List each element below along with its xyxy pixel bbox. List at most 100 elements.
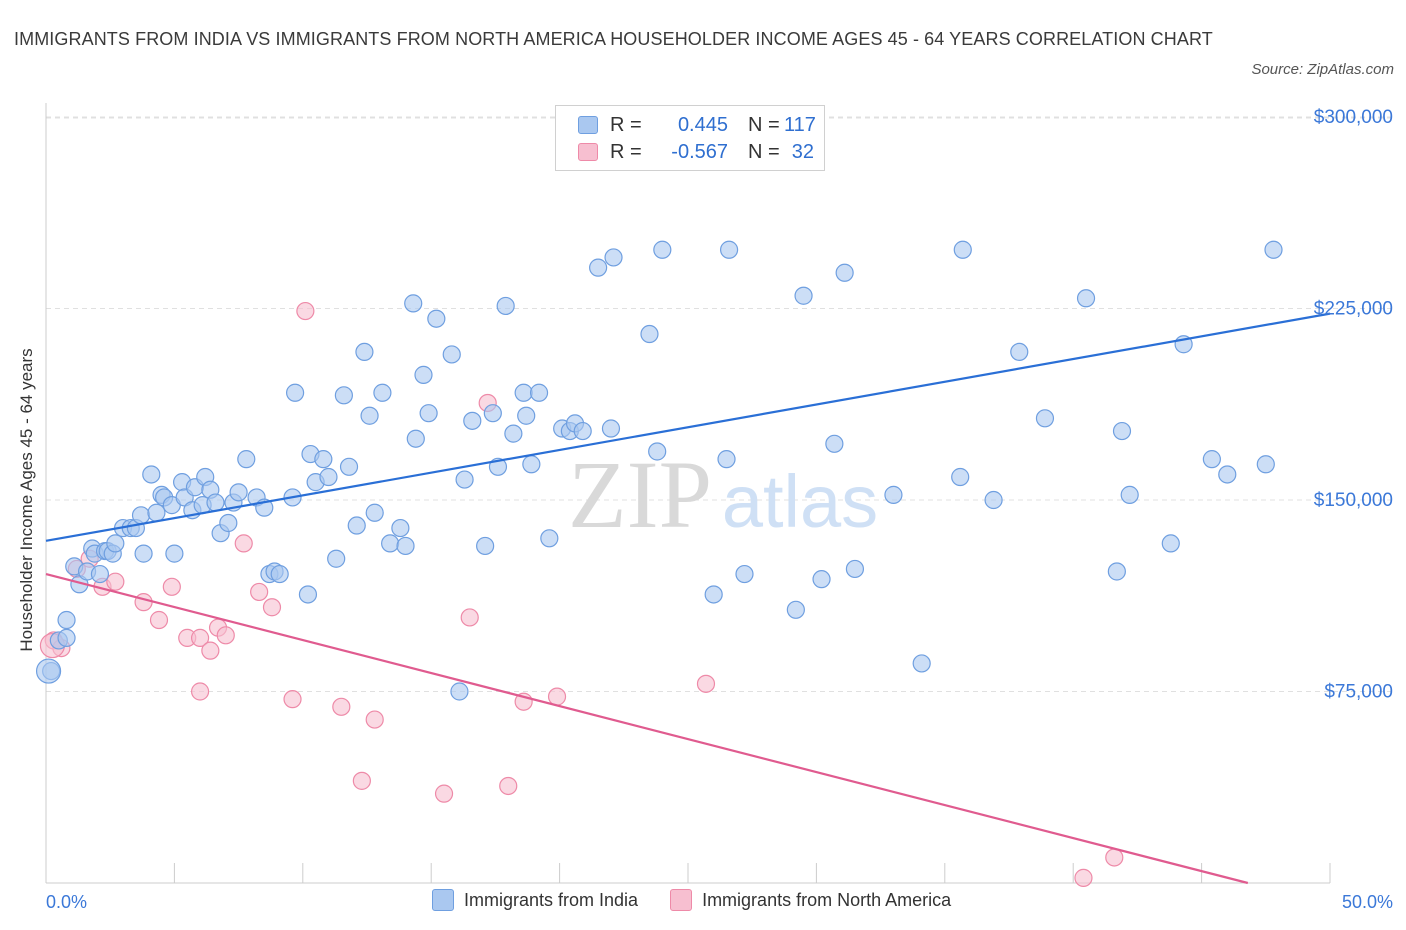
point-india (319, 467, 338, 487)
legend-r-label: R = (610, 113, 642, 136)
point-india (427, 309, 446, 328)
point-india (589, 258, 608, 277)
point-india (229, 483, 248, 502)
point-india (953, 240, 972, 259)
point-north-america (190, 628, 210, 647)
x-tick-label-max: 50.0% (1342, 892, 1393, 912)
legend-swatch-india (432, 889, 454, 911)
point-north-america (547, 687, 567, 706)
point-north-america (162, 577, 181, 596)
point-india (206, 493, 225, 512)
point-north-america (1074, 868, 1093, 887)
point-india (1120, 485, 1139, 504)
point-india (884, 485, 903, 504)
trend-line-north-america (45, 572, 1249, 885)
point-india (517, 406, 536, 425)
point-india (794, 286, 813, 305)
point-india (514, 383, 533, 402)
legend-n-label: N = (748, 140, 780, 163)
point-north-america (460, 608, 479, 627)
point-india (134, 544, 153, 563)
point-india (984, 490, 1003, 510)
point-india (812, 570, 831, 589)
legend-swatch-north-america (670, 889, 693, 911)
legend-r-north-america: -0.567 (671, 140, 728, 163)
gridlines (46, 116, 1393, 692)
point-india (719, 240, 739, 259)
y-tick-label: $150,000 (1314, 490, 1393, 511)
point-north-america (499, 776, 518, 796)
legend-n-label: N = (748, 113, 780, 136)
point-india (270, 564, 289, 584)
trend-line-india (45, 312, 1331, 542)
series-legend: Immigrants from India Immigrants from No… (432, 889, 983, 911)
point-north-america (1105, 848, 1124, 867)
point-india (825, 434, 844, 453)
point-india (476, 536, 495, 556)
point-india (391, 518, 410, 538)
point-north-america (190, 682, 210, 701)
series-north-america-points (39, 301, 1124, 887)
point-north-america (365, 710, 384, 729)
point-india (786, 600, 805, 619)
legend-label-india: Immigrants from India (464, 889, 639, 910)
source-label: Source: ZipAtlas.com (1251, 61, 1394, 78)
point-india (314, 450, 333, 469)
legend-label-north-america: Immigrants from North America (702, 889, 952, 910)
point-india (147, 503, 166, 522)
point-india (1256, 455, 1275, 474)
point-india (1202, 450, 1221, 469)
point-north-america (332, 697, 351, 716)
point-north-america (352, 771, 371, 790)
y-tick-label: $75,000 (1324, 682, 1393, 703)
point-india (496, 296, 515, 316)
point-india (504, 424, 523, 443)
point-india (1161, 534, 1180, 553)
legend-n-india: 117 (784, 113, 816, 136)
point-india (529, 383, 549, 402)
y-tick-label: $225,000 (1314, 299, 1393, 320)
point-india (219, 513, 238, 533)
point-india (1076, 289, 1096, 308)
point-india (381, 534, 400, 553)
point-india (450, 682, 469, 701)
point-india (845, 559, 865, 579)
point-india (414, 365, 433, 384)
point-india (131, 506, 151, 525)
point-india (455, 470, 474, 489)
correlation-legend: R = 0.445 N = 117 R = -0.567 N = 32 (555, 105, 825, 171)
point-india (142, 465, 161, 484)
point-india (653, 240, 672, 259)
series-india-points (35, 240, 1283, 701)
point-india (90, 564, 110, 584)
point-india (57, 610, 76, 630)
legend-row-india: R = 0.445 N = 117 (578, 112, 816, 138)
point-india (951, 467, 970, 487)
point-india (835, 263, 854, 282)
point-india (396, 536, 415, 556)
point-india (483, 404, 502, 423)
point-india (442, 345, 461, 364)
point-india (601, 419, 621, 438)
point-india (327, 549, 346, 568)
point-india (648, 442, 667, 461)
watermark-zip: ZIP (568, 441, 712, 548)
point-india (339, 457, 359, 476)
point-india (106, 534, 125, 553)
legend-r-india: 0.445 (677, 113, 728, 136)
point-india (640, 324, 659, 344)
point-north-america (201, 641, 220, 660)
point-india (360, 406, 379, 425)
point-india (285, 383, 305, 402)
point-north-america (106, 572, 125, 591)
point-north-america (134, 593, 153, 612)
point-india (573, 421, 592, 441)
point-north-america (696, 674, 716, 693)
point-india (1218, 465, 1237, 484)
point-india (1112, 421, 1132, 441)
point-north-america (234, 534, 253, 553)
trend-lines (45, 312, 1331, 885)
point-india (463, 411, 482, 430)
point-india (373, 383, 392, 402)
